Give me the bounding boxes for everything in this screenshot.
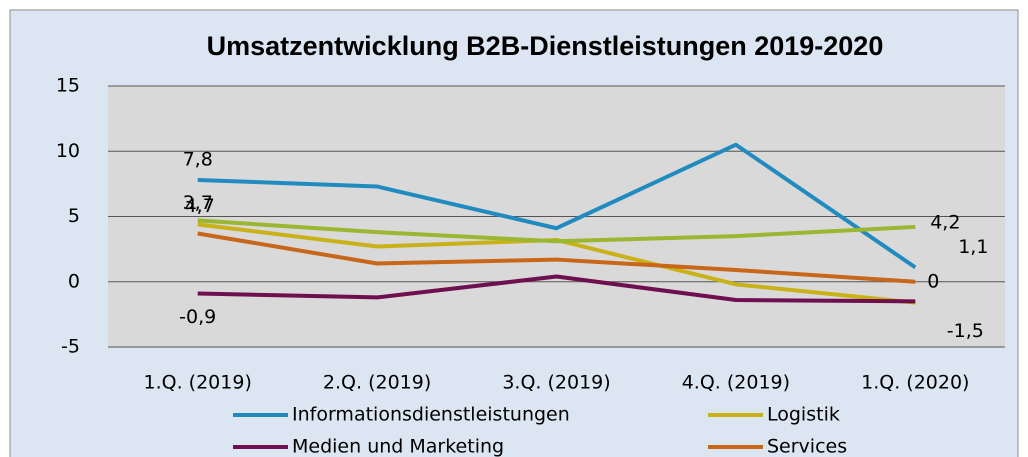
legend-label: Services — [767, 436, 847, 457]
data-label: 7,8 — [183, 148, 213, 170]
data-label: 4,2 — [930, 211, 960, 233]
x-tick-label: 2.Q. (2019) — [323, 372, 431, 394]
data-label: -0,9 — [179, 306, 216, 328]
x-tick-label: 4.Q. (2019) — [682, 372, 790, 394]
x-tick-label: 3.Q. (2019) — [502, 372, 610, 394]
series-line — [197, 231, 916, 284]
y-tick-label: 15 — [56, 75, 80, 97]
data-label: 3,7 — [183, 192, 213, 214]
legend-label: Logistik — [767, 404, 840, 426]
legend-label: Medien und Marketing — [292, 436, 504, 457]
y-tick-label: 0 — [68, 270, 80, 292]
series-line — [197, 142, 917, 270]
data-label: 0 — [927, 270, 939, 292]
data-label: -1,5 — [947, 320, 984, 342]
legend-label: Informationsdienstleistungen — [292, 404, 570, 426]
chart-title: Umsatzentwicklung B2B-Dienstleistungen 2… — [207, 31, 884, 61]
y-tick-label: 5 — [68, 205, 80, 227]
x-tick-label: 1.Q. (2019) — [144, 372, 252, 394]
series-line — [197, 218, 916, 244]
x-tick-label: 1.Q. (2020) — [861, 372, 969, 394]
y-tick-label: 10 — [56, 140, 80, 162]
series-line — [197, 274, 916, 304]
y-tick-label: -5 — [61, 336, 80, 358]
data-label: 1,1 — [958, 236, 988, 258]
data-label: 4,7 — [185, 195, 215, 217]
